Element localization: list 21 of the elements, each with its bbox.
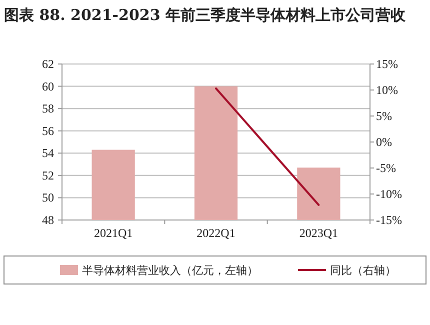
x-tick-label: 2023Q1: [299, 226, 338, 240]
y-tick-label: 54: [42, 146, 54, 160]
y2-tick-label: -15%: [376, 213, 402, 227]
y-tick-label: 48: [42, 213, 54, 227]
y2-tick-label: -5%: [376, 161, 396, 175]
y-tick-label: 50: [42, 190, 54, 205]
legend-label: 半导体材料营业收入（亿元，左轴）: [82, 264, 258, 277]
y2-tick-label: -10%: [376, 187, 402, 201]
x-tick-label: 2022Q1: [196, 226, 236, 240]
y-tick-label: 56: [42, 124, 54, 138]
legend-label: 同比（右轴）: [330, 264, 396, 277]
y-tick-label: 60: [42, 79, 54, 94]
y2-tick-label: 15%: [376, 57, 398, 71]
y-tick-label: 62: [42, 57, 54, 71]
y2-tick-label: 10%: [376, 83, 398, 97]
y2-tick-label: 5%: [376, 109, 392, 123]
x-tick-label: 2021Q1: [94, 226, 133, 240]
y-tick-label: 52: [42, 168, 54, 182]
y2-tick-label: 0%: [376, 135, 392, 149]
chart-title: 图表 88. 2021-2023 年前三季度半导体材料上市公司营收: [4, 6, 406, 24]
y-tick-label: 58: [42, 102, 54, 116]
